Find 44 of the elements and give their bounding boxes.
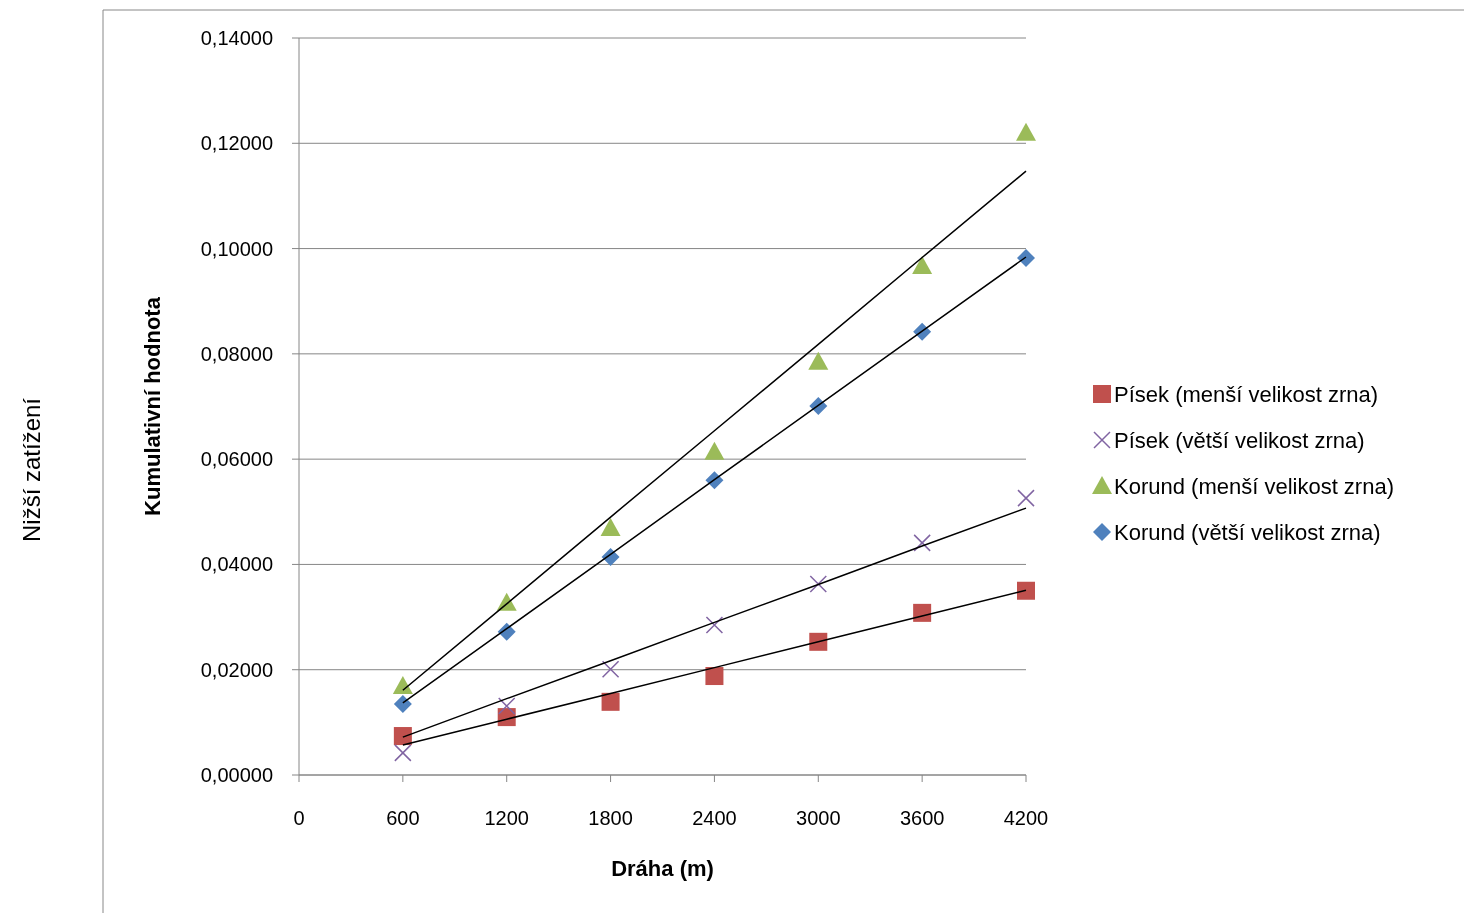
y-tick-label: 0,00000 (200, 764, 273, 786)
point (704, 441, 725, 460)
text: Nižší zatížení (18, 397, 45, 543)
y-tick-label: 0,04000 (200, 553, 273, 576)
x-tick-label: 4200 (1003, 807, 1049, 829)
x-tick-label: 1200 (484, 807, 529, 829)
y-tick-label: 0,08000 (200, 342, 273, 365)
x-tick-label: 3600 (899, 807, 945, 829)
x-axis-title: Dráha (m) (611, 856, 714, 881)
point (601, 660, 620, 678)
point (705, 616, 724, 634)
y-tick-label: 0,06000 (200, 448, 273, 471)
y-tick-label: 0,02000 (200, 658, 273, 681)
legend-label: Korund (větší velikost zrna) (1114, 519, 1381, 545)
legend-label: Písek (větší velikost zrna) (1114, 427, 1365, 453)
point (1017, 249, 1035, 268)
legend-label: Písek (menší velikost zrna) (1114, 381, 1379, 407)
x-tick-label: 3000 (796, 807, 841, 829)
legend-label: Korund (menší velikost zrna) (1114, 473, 1394, 499)
point (1017, 489, 1035, 507)
x-tick-label: 600 (386, 807, 420, 829)
point (913, 534, 931, 552)
point (1016, 122, 1036, 141)
y-axis-title: Kumulativní hodnota (140, 296, 165, 516)
point (393, 727, 412, 746)
point (393, 694, 412, 713)
point (392, 676, 413, 695)
x-tick-label: 2400 (692, 807, 737, 829)
point (912, 255, 933, 274)
point (705, 667, 724, 686)
y-tick-label: 0,14000 (200, 27, 273, 49)
y-tick-label: 0,12000 (200, 132, 273, 155)
y-tick-label: 0,10000 (200, 237, 273, 260)
point (1017, 581, 1035, 600)
point (809, 575, 828, 593)
point (808, 351, 829, 370)
point (809, 632, 828, 651)
point (600, 518, 621, 537)
point (394, 744, 412, 762)
point (913, 603, 932, 622)
x-tick-label: 1800 (588, 807, 633, 829)
point (601, 692, 620, 711)
x-tick-label: 0 (293, 807, 305, 829)
point (497, 697, 516, 715)
